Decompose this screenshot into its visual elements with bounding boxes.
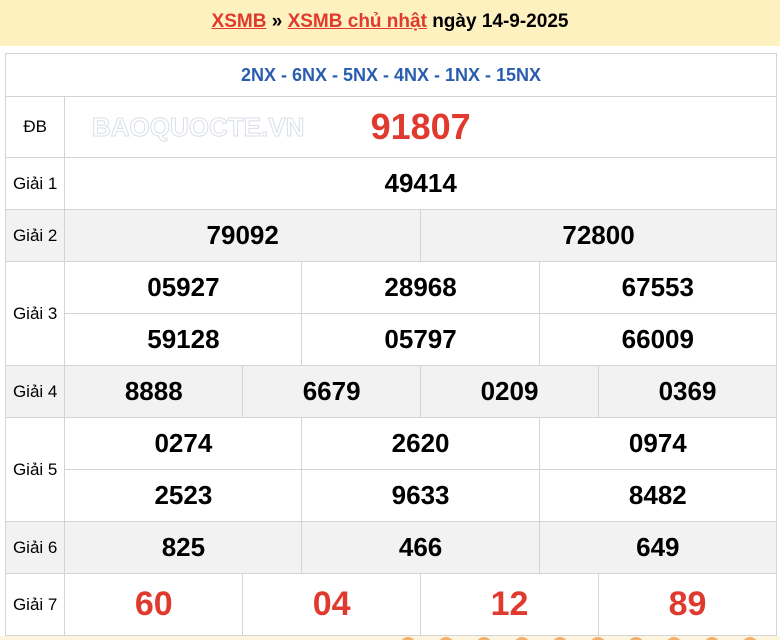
draw-date: ngày 14-9-2025 — [432, 11, 569, 32]
results-table: 2NX - 6NX - 5NX - 4NX - 1NX - 15NX ĐB 918… — [4, 53, 778, 636]
ball-icon — [514, 637, 530, 640]
prize-number: 59128 — [64, 313, 303, 366]
ball-icon — [628, 637, 644, 640]
prize-number: 0974 — [538, 417, 778, 470]
prize-number: 05797 — [301, 313, 540, 366]
prize-number: 04 — [242, 573, 422, 636]
ball-icon — [742, 637, 758, 640]
prize-number: 0209 — [420, 365, 599, 418]
page-header: XSMB » XSMB chủ nhật ngày 14-9-2025 — [0, 0, 780, 46]
prize-number: 12 — [420, 573, 599, 636]
prize-label: Giải 2 — [4, 209, 66, 262]
prize-number: 0274 — [64, 417, 303, 470]
prize-label: Giải 5 — [4, 417, 66, 522]
prize-number: 466 — [301, 521, 540, 574]
xsmb-sunday-link[interactable]: XSMB chủ nhật — [287, 11, 427, 32]
prize-label: ĐB — [4, 96, 66, 158]
ball-icon — [476, 637, 492, 640]
prize-number: 8482 — [538, 469, 778, 522]
prize-number: 8888 — [64, 365, 244, 418]
prize-number: 79092 — [64, 209, 422, 262]
prize-number: 66009 — [538, 313, 778, 366]
prize-number: 28968 — [301, 261, 540, 314]
prize-number: 2620 — [301, 417, 540, 470]
ball-icon — [438, 637, 454, 640]
prize-number: 9633 — [301, 469, 540, 522]
prize-label: Giải 3 — [4, 261, 66, 366]
prize-number: 60 — [64, 573, 244, 636]
prize-number: 49414 — [64, 157, 777, 210]
prize-number: 67553 — [538, 261, 778, 314]
ball-icon — [590, 637, 606, 640]
breadcrumb-separator: » — [271, 11, 283, 32]
prize-number: 89 — [597, 573, 778, 636]
prize-label: Giải 4 — [4, 365, 66, 418]
prize-number: 6679 — [242, 365, 422, 418]
prize-number: 649 — [538, 521, 778, 574]
prize-label: Giải 6 — [4, 521, 66, 574]
prize-label: Giải 1 — [4, 157, 66, 210]
prize-number: 2523 — [64, 469, 303, 522]
special-prize-number: 91807 — [64, 96, 777, 158]
prize-number: 825 — [64, 521, 303, 574]
footer-strip — [0, 636, 780, 640]
prize-number: 0369 — [597, 365, 778, 418]
prize-label: Giải 7 — [4, 573, 66, 636]
ball-icon — [704, 637, 720, 640]
ball-icon — [400, 637, 416, 640]
ball-icon — [552, 637, 568, 640]
prize-number: 05927 — [64, 261, 303, 314]
ball-icon — [666, 637, 682, 640]
prize-codes: 2NX - 6NX - 5NX - 4NX - 1NX - 15NX — [5, 53, 777, 97]
prize-number: 72800 — [420, 209, 777, 262]
xsmb-link[interactable]: XSMB — [211, 11, 267, 32]
